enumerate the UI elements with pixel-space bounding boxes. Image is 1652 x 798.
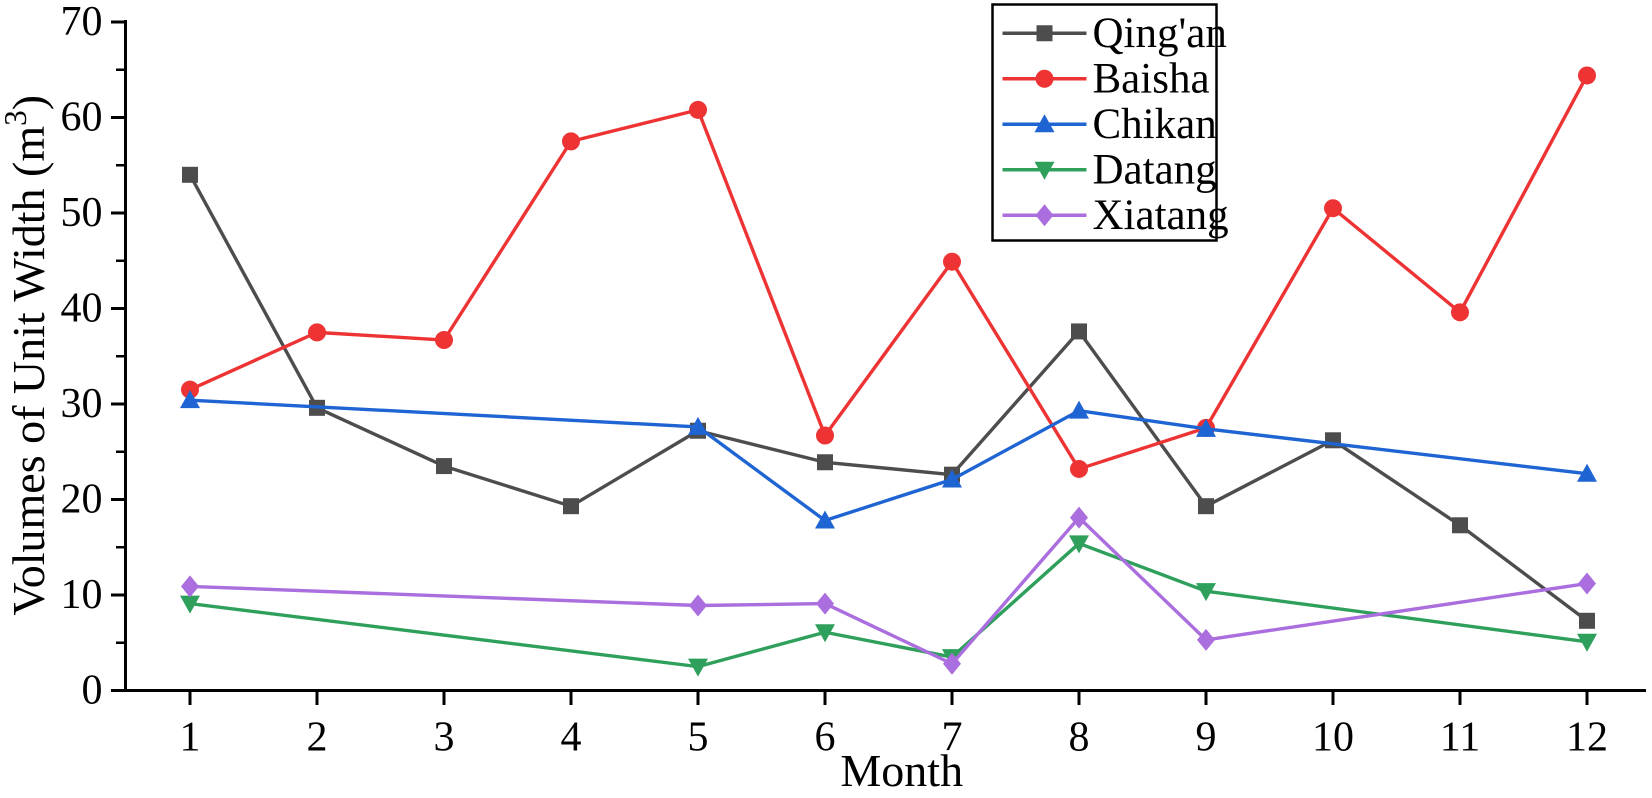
- x-tick-label: 12: [1566, 714, 1608, 760]
- legend-marker-qing-an: [1036, 25, 1053, 42]
- y-tick-label: 20: [61, 477, 103, 523]
- x-tick-label: 8: [1069, 714, 1090, 760]
- series-qing-an-marker: [1452, 517, 1468, 534]
- series-baisha-marker: [1070, 459, 1088, 478]
- series-baisha-marker: [1324, 199, 1342, 218]
- series-qing-an: [182, 166, 1595, 629]
- x-tick-label: 11: [1440, 714, 1480, 760]
- x-tick-label: 6: [815, 714, 836, 760]
- x-tick-label: 9: [1196, 714, 1217, 760]
- series-baisha-marker: [181, 380, 199, 399]
- series-chikan: [180, 390, 1597, 529]
- series-baisha-marker: [1451, 303, 1469, 322]
- series-xiatang-marker: [181, 575, 199, 598]
- series-chikan-marker: [815, 510, 835, 529]
- series-baisha-line: [189, 74, 1589, 471]
- legend-label-chikan: Chikan: [1093, 101, 1217, 148]
- series-xiatang-line: [189, 515, 1588, 666]
- y-tick-label: 40: [61, 286, 103, 332]
- series-baisha: [181, 66, 1596, 478]
- series-xiatang-marker: [1197, 628, 1215, 651]
- series-xiatang-marker: [816, 592, 834, 615]
- y-tick-label: 50: [61, 190, 103, 236]
- series-baisha-marker: [1578, 66, 1596, 85]
- x-tick-label: 10: [1312, 714, 1354, 760]
- y-tick-label: 0: [82, 668, 103, 714]
- series-chikan-marker: [1069, 400, 1089, 419]
- legend-marker-chikan: [1034, 114, 1055, 133]
- y-tick-label: 30: [61, 381, 103, 427]
- series-datang-marker: [1069, 535, 1089, 554]
- series-datang-marker: [688, 658, 708, 677]
- series-chikan-line: [189, 398, 1588, 523]
- series-qing-an-marker: [1071, 323, 1087, 340]
- x-axis-title: Month: [840, 745, 963, 796]
- series-datang-marker: [1577, 633, 1597, 652]
- series-xiatang-marker: [1578, 572, 1596, 595]
- series-datang: [180, 535, 1597, 677]
- series-chikan-marker: [942, 469, 962, 488]
- legend-marker-xiatang: [1035, 204, 1054, 227]
- series-xiatang-marker: [943, 652, 961, 675]
- series-chikan-marker: [180, 390, 200, 409]
- series-qing-an-marker: [182, 166, 198, 183]
- series-qing-an-marker: [563, 498, 579, 515]
- series-qing-an-marker: [817, 454, 833, 471]
- legend-label-baisha: Baisha: [1093, 55, 1210, 102]
- x-tick-label: 7: [942, 714, 963, 760]
- y-tick-label: 70: [61, 0, 103, 45]
- series-chikan-marker: [1577, 463, 1597, 482]
- series-qing-an-marker: [1579, 612, 1595, 629]
- series-xiatang: [181, 506, 1596, 675]
- y-tick-label: 10: [61, 572, 103, 618]
- series-xiatang-marker: [689, 594, 707, 617]
- legend-label-datang: Datang: [1093, 146, 1217, 193]
- x-tick-label: 3: [434, 714, 455, 760]
- series-datang-marker: [815, 624, 835, 643]
- legend-label-qing-an: Qing'an: [1093, 10, 1227, 57]
- series-datang-marker: [180, 595, 200, 614]
- x-tick-label: 2: [307, 714, 328, 760]
- series-baisha-marker: [308, 323, 326, 342]
- x-tick-label: 4: [561, 714, 582, 760]
- series-baisha-marker: [435, 331, 453, 350]
- series-qing-an-marker: [1198, 498, 1214, 515]
- legend-marker-datang: [1034, 161, 1055, 180]
- legend-item-xiatang: Xiatang: [1002, 192, 1229, 239]
- series-baisha-marker: [689, 100, 707, 119]
- series-baisha-marker: [562, 132, 580, 151]
- legend-label-xiatang: Xiatang: [1093, 192, 1229, 239]
- series-datang-line: [189, 541, 1588, 669]
- legend-item-chikan: Chikan: [1002, 101, 1217, 148]
- x-tick-label: 5: [688, 714, 709, 760]
- legend-item-datang: Datang: [1002, 146, 1217, 193]
- legend-item-baisha: Baisha: [1002, 55, 1210, 102]
- series-qing-an-marker: [436, 458, 452, 475]
- series-qing-an-line: [188, 173, 1589, 623]
- series-baisha-marker: [943, 252, 961, 271]
- legend-item-qing-an: Qing'an: [1002, 10, 1227, 57]
- series-xiatang-marker: [1070, 506, 1088, 529]
- legend-box: [991, 3, 1218, 242]
- series-chikan-marker: [688, 416, 708, 435]
- series-datang-marker: [1196, 583, 1216, 602]
- y-axis-title: Volumes of Unit Width (m3): [0, 95, 54, 616]
- series-baisha-marker: [816, 426, 834, 445]
- legend-marker-baisha: [1035, 69, 1054, 88]
- x-tick-label: 1: [180, 714, 201, 760]
- series-chikan-marker: [1196, 418, 1216, 437]
- y-tick-label: 60: [61, 95, 103, 141]
